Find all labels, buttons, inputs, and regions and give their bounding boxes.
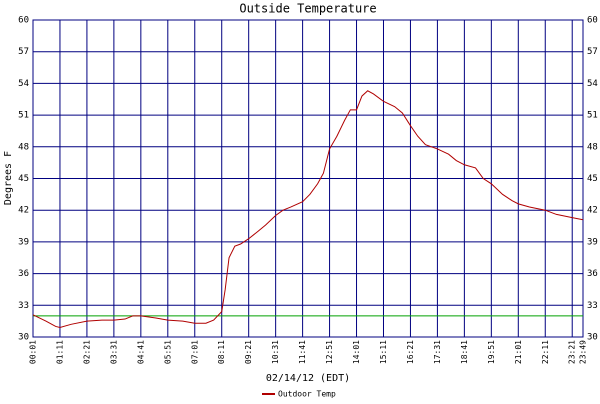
- y-tick-label-right: 51: [587, 111, 598, 121]
- x-tick-label: 12:51: [325, 340, 334, 364]
- x-tick-label: 19:51: [487, 340, 496, 364]
- y-tick-label-right: 54: [587, 79, 598, 89]
- x-tick-label: 02:21: [82, 340, 91, 364]
- y-tick-label-right: 60: [587, 16, 598, 26]
- y-tick-label-right: 36: [587, 269, 598, 279]
- y-tick-label: 51: [18, 111, 29, 121]
- x-tick-label: 09:21: [244, 340, 253, 364]
- y-tick-label-right: 30: [587, 333, 598, 343]
- y-tick-label: 57: [18, 47, 29, 57]
- x-tick-label: 10:31: [271, 340, 280, 364]
- x-tick-label: 11:41: [298, 340, 307, 364]
- y-tick-label-right: 57: [587, 47, 598, 57]
- x-tick-label: 01:11: [55, 340, 64, 364]
- data-line: [32, 90, 584, 329]
- y-tick-label: 60: [18, 16, 29, 26]
- y-axis-label: Degrees F: [3, 151, 14, 205]
- y-tick-label-right: 42: [587, 206, 598, 216]
- y-tick-label: 48: [18, 142, 29, 152]
- y-tick-label: 39: [18, 237, 29, 247]
- legend-label: Outdoor Temp: [278, 390, 336, 399]
- x-tick-label: 14:01: [352, 340, 361, 364]
- x-tick-label: 04:41: [136, 340, 145, 364]
- x-tick-label: 05:51: [163, 340, 172, 364]
- y-tick-label: 36: [18, 269, 29, 279]
- x-tick-label: 03:31: [109, 340, 118, 364]
- y-tick-label: 33: [18, 301, 29, 311]
- x-tick-label: 15:11: [379, 340, 388, 364]
- y-tick-label-right: 39: [587, 237, 598, 247]
- y-tick-label: 42: [18, 206, 29, 216]
- y-tick-label: 30: [18, 333, 29, 343]
- x-tick-label: 22:11: [541, 340, 550, 364]
- x-tick-label: 23:21: [568, 340, 577, 364]
- y-tick-label-right: 45: [587, 174, 598, 184]
- y-tick-label: 45: [18, 174, 29, 184]
- x-tick-label: 16:21: [406, 340, 415, 364]
- x-tick-label: 07:01: [190, 340, 199, 364]
- x-tick-label: 00:01: [29, 340, 38, 364]
- y-tick-label-right: 48: [587, 142, 598, 152]
- y-tick-label: 54: [18, 79, 29, 89]
- x-axis-label: 02/14/12 (EDT): [266, 373, 350, 384]
- chart-title: Outside Temperature: [239, 2, 376, 16]
- y-tick-label-right: 33: [587, 301, 598, 311]
- x-tick-label: 08:11: [217, 340, 226, 364]
- x-tick-label: 21:01: [514, 340, 523, 364]
- x-tick-label: 23:49: [579, 340, 588, 364]
- x-tick-label: 17:31: [433, 340, 442, 364]
- x-tick-label: 18:41: [460, 340, 469, 364]
